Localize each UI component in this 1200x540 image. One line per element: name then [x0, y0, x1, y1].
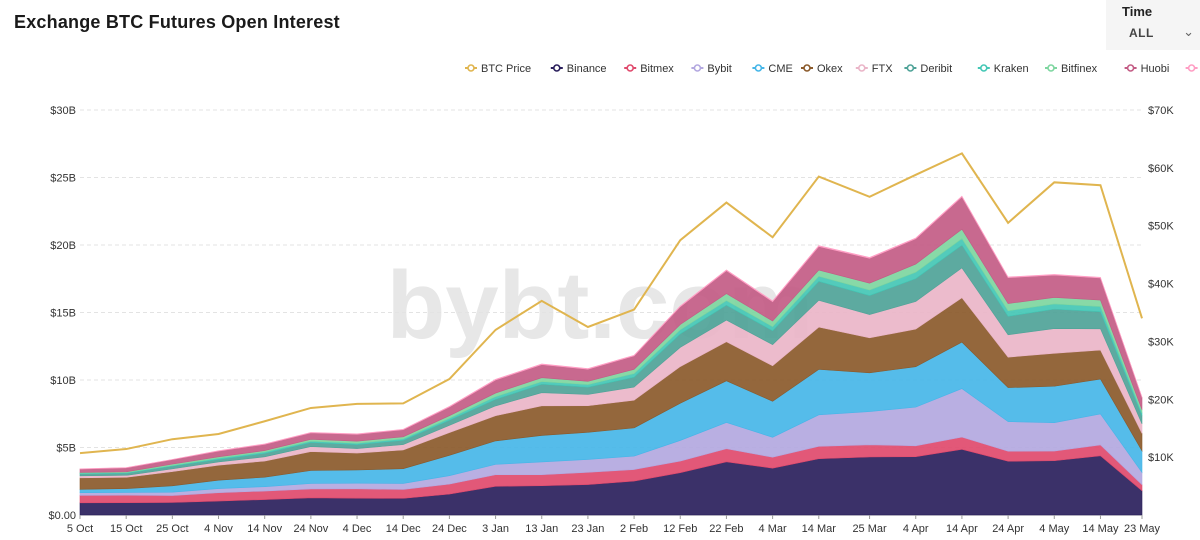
- btc-price-line-group: [79, 152, 1143, 455]
- legend: BTC Price Binance Bitmex Bybit CME Okex FTX Der…: [465, 63, 1200, 75]
- y-left-tick-label: $10B: [50, 375, 76, 387]
- legend-marker: [1047, 64, 1055, 72]
- legend-label: CME: [768, 63, 792, 75]
- legend-label: Huobi: [1141, 63, 1170, 75]
- x-tick-label: 4 Nov: [204, 523, 233, 535]
- y-right-tick-label: $70K: [1148, 105, 1174, 117]
- legend-item-ftx[interactable]: FTX: [855, 63, 893, 75]
- y-right-tick-label: $60K: [1148, 163, 1174, 175]
- legend-label: Bybit: [707, 63, 731, 75]
- legend-marker: [1126, 64, 1135, 72]
- x-tick-label: 24 Apr: [992, 523, 1024, 535]
- legend-label: Bitfinex: [1061, 63, 1098, 75]
- x-tick-label: 25 Oct: [156, 523, 188, 535]
- time-range-value: ALL: [1129, 26, 1154, 40]
- legend-marker: [754, 64, 763, 72]
- legend-marker: [979, 64, 988, 72]
- chevron-down-icon: ⌄: [1183, 24, 1194, 39]
- legend-marker: [626, 64, 635, 72]
- legend-label: Binance: [567, 63, 607, 75]
- x-tick-label: 24 Nov: [293, 523, 328, 535]
- btc-price-line: [79, 152, 1143, 455]
- legend-item-binance[interactable]: Binance: [550, 63, 607, 75]
- time-filter-label: Time: [1122, 4, 1153, 19]
- x-tick-label: 4 May: [1039, 523, 1069, 535]
- legend-marker: [693, 64, 702, 72]
- x-tick-label: 14 Apr: [946, 523, 978, 535]
- x-tick-label: 25 Mar: [852, 523, 887, 535]
- x-tick-label: 24 Dec: [432, 523, 467, 535]
- y-right-tick-label: $20K: [1148, 394, 1174, 406]
- x-tick-label: 3 Jan: [482, 523, 509, 535]
- legend-marker: [1187, 64, 1196, 72]
- x-tick-label: 14 Dec: [386, 523, 421, 535]
- legend-label: Bitmex: [640, 63, 674, 75]
- x-tick-label: 22 Feb: [709, 523, 743, 535]
- y-left-tick-label: $0.00: [48, 510, 76, 522]
- legend-marker: [552, 64, 561, 72]
- legend-item-okex[interactable]: Okex: [801, 63, 843, 75]
- x-tick-label: 4 Apr: [903, 523, 929, 535]
- y-left-tick-label: $15B: [50, 308, 76, 320]
- legend-item-kraken[interactable]: Kraken: [977, 63, 1029, 75]
- y-left-tick-label: $25B: [50, 173, 76, 185]
- legend-item-btc-price[interactable]: BTC Price: [465, 63, 531, 75]
- legend-label: BTC Price: [481, 63, 531, 75]
- x-tick-label: 15 Oct: [110, 523, 142, 535]
- legend-marker: [467, 64, 475, 72]
- y-left-tick-label: $20B: [50, 240, 76, 252]
- legend-marker: [857, 64, 866, 72]
- y-right-tick-label: $40K: [1148, 279, 1174, 291]
- x-tick-label: 4 Dec: [343, 523, 372, 535]
- legend-label: Kraken: [994, 63, 1029, 75]
- stacked-areas: [79, 195, 1143, 516]
- y-right-tick-label: $30K: [1148, 336, 1174, 348]
- legend-item-deribit[interactable]: Deribit: [904, 63, 952, 75]
- area-phemex: [79, 195, 1143, 470]
- x-tick-label: 2 Feb: [620, 523, 648, 535]
- legend-item-phemex[interactable]: Phemex: [1185, 63, 1200, 75]
- legend-marker: [803, 64, 811, 72]
- x-tick-label: 14 Nov: [247, 523, 282, 535]
- x-tick-label: 14 Mar: [802, 523, 837, 535]
- legend-item-bybit[interactable]: Bybit: [691, 63, 732, 75]
- x-tick-label: 13 Jan: [525, 523, 558, 535]
- x-tick-label: 4 Mar: [759, 523, 787, 535]
- x-tick-label: 14 May: [1082, 523, 1119, 535]
- x-tick-label: 5 Oct: [67, 523, 93, 535]
- axes: $0.00 $5B $10B $15B $20B $25B $30B $10K $20K $30K…: [48, 105, 1174, 535]
- legend-label: FTX: [872, 63, 893, 75]
- time-range-select[interactable]: ALL ⌄: [1118, 22, 1198, 44]
- legend-item-cme[interactable]: CME: [752, 63, 793, 75]
- page-title: Exchange BTC Futures Open Interest: [14, 12, 340, 32]
- time-filter: Time ALL ⌄: [1106, 0, 1200, 50]
- legend-item-huobi[interactable]: Huobi: [1124, 63, 1170, 75]
- legend-label: Deribit: [920, 63, 952, 75]
- legend-label: Okex: [817, 63, 843, 75]
- y-left-tick-label: $30B: [50, 105, 76, 117]
- y-left-tick-label: $5B: [56, 443, 76, 455]
- x-tick-label: 23 May: [1124, 523, 1161, 535]
- x-tick-label: 23 Jan: [571, 523, 604, 535]
- legend-marker: [906, 64, 915, 72]
- y-right-tick-label: $50K: [1148, 221, 1174, 233]
- x-tick-label: 12 Feb: [663, 523, 697, 535]
- y-right-tick-label: $10K: [1148, 452, 1174, 464]
- legend-item-bitmex[interactable]: Bitmex: [624, 63, 674, 75]
- legend-item-bitfinex[interactable]: Bitfinex: [1045, 63, 1098, 75]
